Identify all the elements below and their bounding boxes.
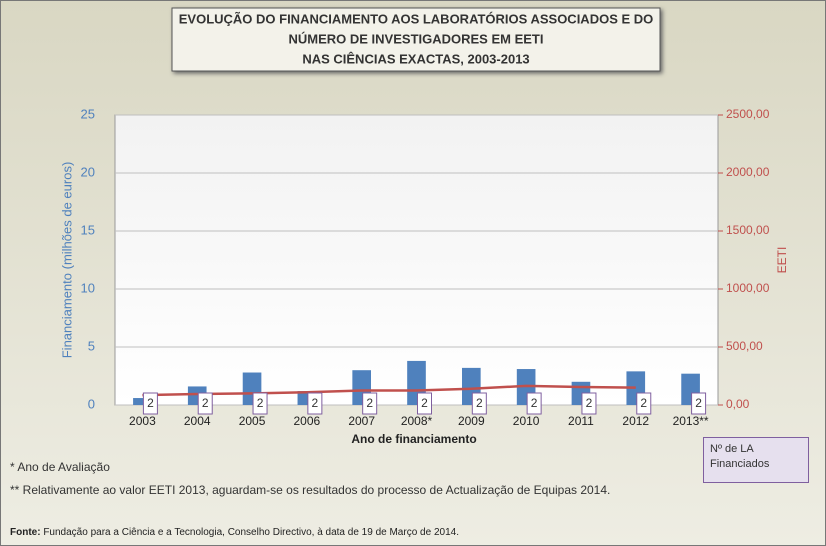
y2-tick-label: 500,00 (726, 339, 763, 353)
count-label: 2 (586, 396, 593, 410)
count-box (471, 392, 487, 415)
y-axis-label: Financiamento (milhões de euros) (59, 162, 74, 359)
count-label: 2 (640, 396, 647, 410)
count-box (362, 392, 378, 415)
y-tick-label: 5 (88, 338, 95, 353)
count-box (636, 392, 652, 415)
x-tick-label: 2011 (568, 414, 594, 428)
count-box (691, 392, 707, 415)
source: Fonte: Fundação para a Ciência e a Tecno… (10, 527, 459, 538)
x-tick-label: 2010 (513, 414, 540, 428)
chart-title: NÚMERO DE INVESTIGADORES EM EETI (289, 31, 544, 46)
y-tick-label: 10 (81, 280, 95, 295)
y2-tick-label: 2500,00 (726, 107, 770, 121)
x-tick-label: 2005 (239, 414, 266, 428)
x-tick-label: 2009 (458, 414, 485, 428)
y-tick-label: 15 (81, 222, 95, 237)
count-label: 2 (147, 396, 154, 410)
y-tick-label: 20 (81, 164, 95, 179)
count-box (197, 392, 213, 415)
count-label: 2 (421, 396, 428, 410)
count-box (307, 392, 323, 415)
y2-axis-label: EETI (775, 247, 789, 274)
x-tick-label: 2003 (129, 414, 156, 428)
count-box (252, 392, 268, 415)
x-tick-label: 2012 (622, 414, 649, 428)
x-tick-label: 2004 (184, 414, 211, 428)
chart-title: EVOLUÇÃO DO FINANCIAMENTO AOS LABORATÓRI… (179, 11, 654, 26)
x-tick-label: 2006 (294, 414, 321, 428)
count-box (142, 392, 158, 415)
x-tick-label: 2008* (401, 414, 433, 428)
bar (133, 398, 152, 405)
source-label: Fonte: (10, 527, 41, 538)
y2-tick-label: 1500,00 (726, 223, 770, 237)
count-label: 2 (366, 396, 373, 410)
count-label: 2 (312, 396, 319, 410)
count-box (526, 392, 542, 415)
x-axis-label: Ano de financiamento (351, 432, 476, 446)
count-box (417, 392, 432, 415)
count-label: 2 (257, 396, 264, 410)
source-text: Fundação para a Ciência e a Tecnologia, … (43, 527, 459, 538)
line (142, 384, 636, 397)
count-label: 2 (476, 396, 483, 410)
y2-tick-label: 2000,00 (726, 165, 770, 179)
chart-title: NAS CIÊNCIAS EXACTAS, 2003-2013 (302, 51, 529, 66)
y-tick-label: 25 (81, 106, 95, 121)
plot-area (114, 114, 719, 406)
y2-tick-label: 0,00 (726, 397, 750, 411)
y-tick-label: 0 (88, 396, 95, 411)
legend-box: Nº de LA Financiados (703, 437, 809, 483)
count-label: 2 (531, 396, 538, 410)
count-label: 2 (202, 396, 209, 410)
y2-tick-label: 1000,00 (726, 281, 770, 295)
x-tick-label: 2013** (673, 414, 709, 428)
count-label: 2 (695, 396, 702, 410)
footnote: * Ano de Avaliação (10, 460, 110, 474)
count-box (581, 392, 597, 415)
x-tick-label: 2007 (348, 414, 375, 428)
footnote: ** Relativamente ao valor EETI 2013, agu… (10, 483, 610, 497)
title-box (171, 7, 661, 72)
